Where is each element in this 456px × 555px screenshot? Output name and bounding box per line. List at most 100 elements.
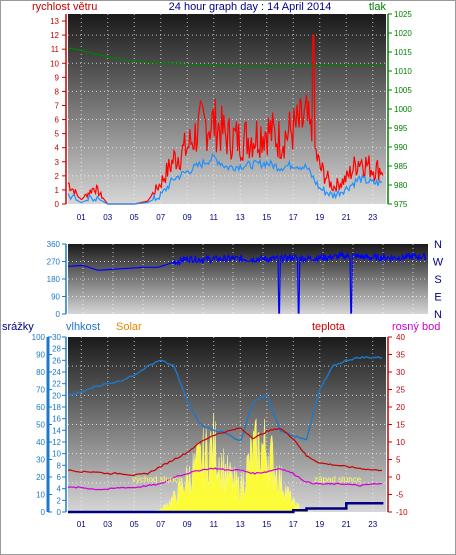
wind-tick-label: 13 [50,17,59,26]
pressure-tick-label: 990 [394,143,408,152]
compass-label: N [434,239,442,251]
temperature-tick-label: 0 [396,473,401,482]
pressure-tick-label: 975 [394,200,408,209]
wind-tick-label: 9 [55,73,60,82]
direction-tick-label: 270 [47,258,61,267]
rain-line [68,502,384,514]
x-tick-label: 23 [368,520,377,529]
compass-label: S [434,274,441,286]
pressure-tick-label: 995 [394,124,408,133]
rain-tick-label: 0 [41,508,46,517]
wind-speed-label: rychlost větru [32,1,97,13]
wind-tick-label: 10 [50,59,59,68]
humidity-tick-label: 4 [57,485,62,494]
pressure-label: tlak [369,1,387,13]
x-tick-label: 15 [262,520,271,529]
temperature-tick-label: 5 [396,456,401,465]
x-tick-label: 11 [210,213,219,222]
x-tick-label: 21 [342,213,351,222]
humidity-tick-label: 10 [52,450,61,459]
wind-tick-label: 1 [55,186,60,195]
humidity-tick-label: 28 [52,345,61,354]
temperature-tick-label: -5 [396,491,404,500]
direction-tick-label: 360 [47,240,61,249]
rain-tick-label: 20 [36,473,45,482]
rain-tick-label: 40 [36,438,45,447]
pressure-tick-label: 1025 [394,10,412,19]
humidity-tick-label: 30 [52,333,61,342]
wind-tick-label: 3 [55,158,60,167]
x-tick-label: 13 [236,213,245,222]
wind-tick-label: 4 [55,144,60,153]
x-tick-label: 09 [183,520,192,529]
humidity-tick-label: 2 [57,496,62,505]
graph-title: 24 hour graph day : 14 April 2014 [169,1,332,13]
wind-tick-label: 11 [51,45,60,54]
humidity-tick-label: 22 [52,380,61,389]
pressure-tick-label: 1010 [394,67,412,76]
wind-direction-line [67,251,427,314]
pressure-tick-label: 1015 [394,48,412,57]
wind-tick-label: 6 [55,116,60,125]
pressure-tick-label: 980 [394,181,408,190]
wind-tick-label: 5 [55,130,60,139]
compass-label: E [434,292,441,304]
x-tick-label: 11 [210,520,219,529]
x-tick-label: 03 [103,520,112,529]
x-tick-label: 17 [289,520,298,529]
humidity-tick-label: 14 [52,426,61,435]
x-tick-label: 23 [368,213,377,222]
compass-label: W [433,257,444,269]
x-tick-label: 17 [289,213,298,222]
rain-tick-label: 100 [32,333,46,342]
humidity-tick-label: 26 [52,356,61,365]
solar-label: Solar [116,321,142,333]
x-tick-label: 07 [156,520,165,529]
temperature-tick-label: 40 [396,333,405,342]
pressure-tick-label: 1020 [394,29,412,38]
wind-tick-label: 8 [55,87,60,96]
x-tick-label: 01 [77,213,86,222]
x-tick-label: 05 [130,520,139,529]
direction-tick-label: 180 [47,275,61,284]
rain-tick-label: 90 [36,351,45,360]
humidity-tick-label: 12 [52,438,61,447]
pressure-tick-label: 1000 [394,105,412,114]
temperature-tick-label: 35 [396,351,405,360]
rain-tick-label: 60 [36,403,45,412]
x-tick-label: 05 [130,213,139,222]
x-tick-label: 09 [183,213,192,222]
direction-tick-label: 0 [56,310,61,319]
wind-tick-label: 7 [55,101,60,110]
temperature-tick-label: 20 [396,403,405,412]
x-tick-label: 13 [236,520,245,529]
sunrise-label: východ slunce [132,475,183,484]
solar-area [153,412,314,513]
temperature-tick-label: 25 [396,386,405,395]
wind-tick-label: 12 [50,31,59,40]
dewpoint-label: rosný bod [392,321,440,333]
temperature-tick-label: 30 [396,368,405,377]
x-tick-label: 07 [156,213,165,222]
x-tick-label: 21 [342,520,351,529]
pressure-tick-label: 985 [394,162,408,171]
temperature-label: teplota [312,321,346,333]
x-tick-label: 15 [262,213,271,222]
rain-tick-label: 70 [36,386,45,395]
direction-tick-label: 90 [51,293,60,302]
wind-tick-label: 2 [55,172,60,181]
rain-tick-label: 30 [36,456,45,465]
x-tick-label: 19 [315,213,324,222]
rain-label: srážky [2,321,34,333]
rain-tick-label: 10 [36,491,45,500]
temperature-tick-label: -10 [396,508,408,517]
humidity-tick-label: 18 [52,403,61,412]
wind-average-line [67,153,383,205]
humidity-tick-label: 0 [57,508,62,517]
humidity-tick-label: 6 [57,473,62,482]
rain-tick-label: 80 [36,368,45,377]
x-tick-label: 19 [315,520,324,529]
temperature-tick-label: 15 [396,421,405,430]
wind-tick-label: 0 [55,200,60,209]
